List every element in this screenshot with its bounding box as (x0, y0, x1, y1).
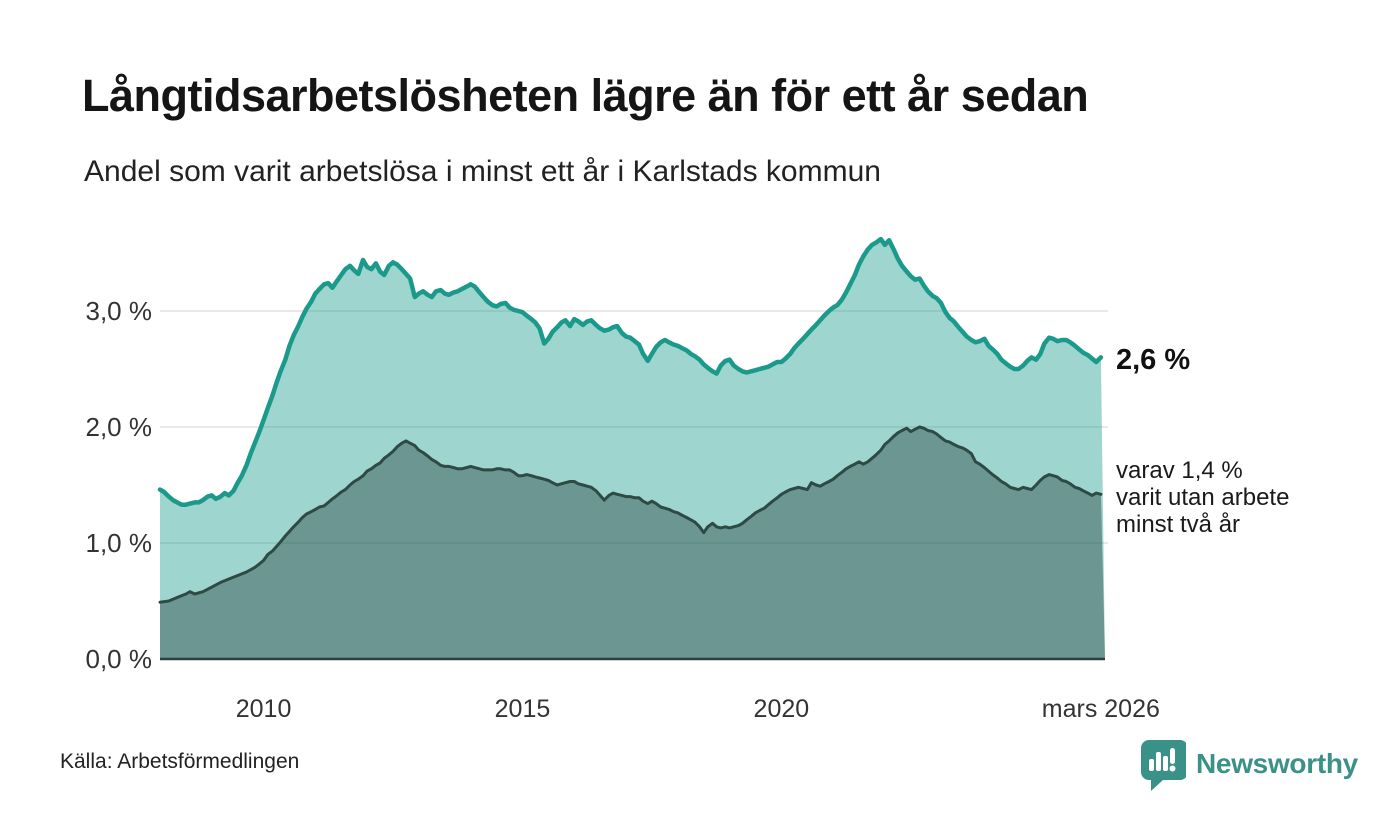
page-title: Långtidsarbetslösheten lägre än för ett … (82, 70, 1089, 121)
x-tick-label: 2020 (754, 695, 810, 723)
y-tick-label: 1,0 % (86, 528, 153, 558)
end-note-line-2: varit utan arbete (1116, 484, 1290, 511)
end-note-line-3: minst två år (1116, 511, 1241, 538)
newsworthy-wordmark: Newsworthy (1196, 748, 1358, 779)
series-end-label-one-year: 2,6 % (1116, 344, 1191, 376)
y-tick-label: 0,0 % (86, 644, 153, 674)
y-tick-label: 3,0 % (86, 296, 153, 326)
y-tick-label: 2,0 % (86, 412, 153, 442)
end-note-line-1: varav 1,4 % (1116, 457, 1243, 484)
source-credit: Källa: Arbetsförmedlingen (60, 750, 300, 773)
page-subtitle: Andel som varit arbetslösa i minst ett å… (84, 155, 881, 188)
series-end-note-two-years: varav 1,4 % varit utan arbete minst två … (1116, 457, 1289, 538)
area-two-years (160, 427, 1105, 659)
newsworthy-brand: Newsworthy (1138, 739, 1358, 796)
line-one-year (157, 236, 1104, 507)
newsworthy-logo-icon (1138, 739, 1188, 796)
line-two-years (158, 425, 1103, 604)
x-tick-label: 2015 (495, 695, 551, 723)
x-tick-label: 2010 (236, 695, 292, 723)
x-tick-label: mars 2026 (1042, 695, 1160, 723)
area-one-year (160, 239, 1105, 659)
